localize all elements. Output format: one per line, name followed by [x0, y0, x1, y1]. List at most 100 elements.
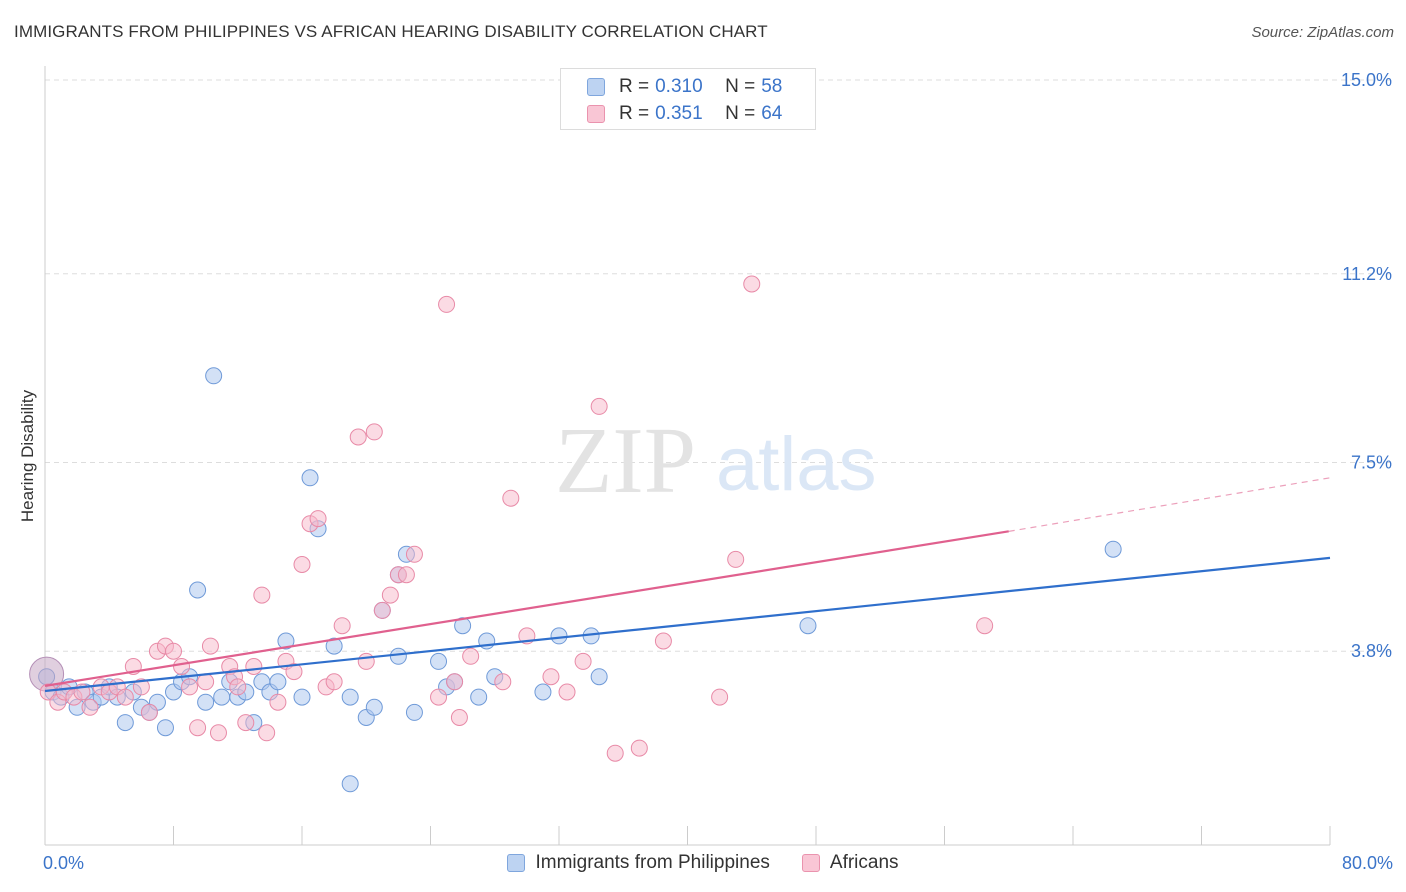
philippines-point — [341, 688, 359, 706]
africans-point — [357, 652, 375, 670]
y-axis-label: Hearing Disability — [18, 389, 37, 523]
africans-trend-extension — [1008, 477, 1331, 532]
axes — [44, 66, 1331, 846]
philippines-point — [293, 688, 311, 706]
africans-point — [405, 545, 423, 563]
africans-point — [502, 489, 520, 507]
philippines-point — [430, 652, 448, 670]
y-tick-label: 11.2% — [1342, 264, 1392, 284]
africans-point — [269, 693, 287, 711]
africans-point — [197, 673, 215, 691]
grid-lines — [45, 79, 1392, 652]
correlation-legend: R = 0.310 N = 58 R = 0.351 N = 64 — [560, 68, 816, 130]
africans-point — [293, 556, 311, 573]
africans-point — [743, 275, 761, 293]
philippines-point — [116, 714, 134, 732]
africans-trend-line — [44, 530, 1009, 687]
n-label: N = — [725, 76, 756, 97]
africans-point — [558, 683, 576, 701]
africans-point — [654, 632, 672, 650]
philippines-point — [341, 775, 359, 793]
philippines-point — [189, 581, 207, 599]
africans-point — [446, 673, 464, 691]
africans-point — [381, 586, 399, 604]
series-legend: Immigrants from Philippines Africans — [0, 852, 1406, 874]
watermark-zip: ZIP — [555, 409, 696, 513]
philippines-point — [325, 637, 343, 655]
africans-point — [727, 550, 745, 568]
chart-title: IMMIGRANTS FROM PHILIPPINES VS AFRICAN H… — [14, 22, 768, 41]
tick-labels: 3.8% 7.5% 11.2% 15.0% 0.0% 80.0% — [43, 70, 1393, 873]
legend-item-africans: Africans — [801, 852, 899, 874]
africans-point — [81, 698, 99, 716]
philippines-point — [470, 688, 488, 706]
africans-point — [140, 703, 158, 721]
philippines-point — [550, 627, 568, 645]
n-value-pink: 64 — [761, 103, 783, 124]
philippines-point — [590, 668, 608, 686]
africans-point — [245, 658, 263, 675]
africans-point — [606, 744, 624, 762]
r-label: R = — [619, 76, 650, 97]
africans-point — [285, 663, 303, 681]
africans-point — [325, 673, 343, 691]
africans-point — [574, 652, 592, 670]
africans-point — [201, 637, 219, 655]
africans-point — [397, 566, 415, 584]
africans-point — [181, 678, 199, 696]
africans-point — [494, 673, 512, 691]
africans-point — [132, 678, 150, 696]
philippines-point — [156, 719, 174, 737]
africans-point — [976, 617, 994, 635]
legend-label-philippines: Immigrants from Philippines — [535, 852, 770, 873]
philippines-point — [277, 632, 295, 650]
philippines-point — [205, 367, 223, 385]
legend-row-blue: R = 0.310 N = 58 — [587, 75, 782, 99]
africans-point — [309, 510, 327, 528]
x-tick-label: 80.0% — [1342, 853, 1393, 873]
philippines-point — [1104, 540, 1122, 558]
philippines-swatch — [507, 854, 526, 872]
philippines-point — [269, 673, 287, 691]
africans-point — [333, 617, 351, 635]
r-value-blue: 0.310 — [655, 76, 703, 97]
r-value-pink: 0.351 — [655, 103, 703, 124]
africans-point — [430, 688, 448, 706]
legend-label-africans: Africans — [829, 852, 899, 873]
africans-point — [630, 739, 648, 757]
y-tick-label: 3.8% — [1351, 641, 1392, 661]
n-label: N = — [725, 103, 756, 124]
africans-point — [209, 724, 227, 742]
africans-swatch — [801, 854, 820, 872]
africans-point — [229, 678, 247, 696]
africans-point — [173, 658, 191, 675]
r-label: R = — [619, 103, 650, 124]
y-tick-label: 7.5% — [1351, 453, 1392, 473]
philippines-point — [534, 683, 552, 701]
x-tick-label: 0.0% — [43, 853, 84, 873]
africans-point — [253, 586, 271, 604]
philippines-point — [454, 617, 472, 635]
watermark-atlas: atlas — [716, 422, 877, 507]
africans-point — [237, 714, 255, 732]
pink-swatch — [587, 105, 605, 123]
y-tick-label: 15.0% — [1341, 70, 1392, 90]
philippines-point — [365, 698, 383, 716]
africans-point — [450, 709, 468, 726]
series-africans-points — [39, 275, 994, 762]
africans-point — [590, 397, 608, 415]
philippines-point — [213, 688, 231, 706]
watermark: ZIP atlas — [555, 409, 877, 513]
blue-swatch — [587, 78, 605, 96]
africans-point — [542, 668, 560, 686]
philippines-point — [799, 617, 817, 635]
trend-lines — [44, 477, 1331, 693]
africans-point — [165, 642, 182, 660]
legend-row-pink: R = 0.351 N = 64 — [587, 102, 782, 126]
africans-point — [438, 295, 456, 313]
philippines-point — [405, 703, 423, 721]
africans-point — [349, 428, 367, 446]
philippines-trend-line — [44, 556, 1331, 693]
africans-point — [462, 647, 480, 665]
